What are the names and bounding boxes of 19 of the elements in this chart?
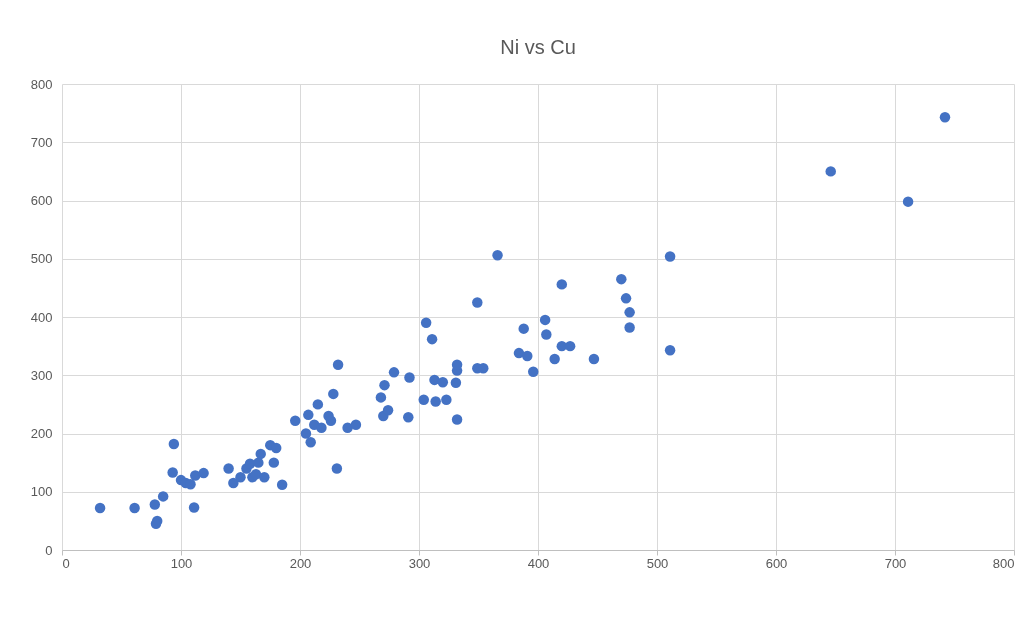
- y-tick-label: 700: [30, 134, 53, 150]
- x-tick-label: 500: [646, 555, 669, 571]
- x-tick-label: 300: [408, 555, 431, 571]
- x-tick-label: 0: [62, 555, 70, 571]
- y-tick-label: 100: [30, 484, 53, 500]
- y-tick-label: 300: [30, 367, 53, 383]
- y-tick-label: 0: [45, 542, 53, 558]
- y-tick-label: 400: [30, 309, 53, 325]
- y-tick-label: 800: [30, 76, 53, 92]
- x-tick-label: 800: [992, 555, 1015, 571]
- x-tick-label: 400: [527, 555, 550, 571]
- y-tick-label: 500: [30, 251, 53, 267]
- chart-title: Ni vs Cu: [500, 36, 576, 58]
- x-tick-label: 600: [765, 555, 788, 571]
- x-tick-label: 700: [884, 555, 907, 571]
- x-tick-label: 100: [170, 555, 193, 571]
- y-tick-label: 200: [30, 426, 53, 441]
- x-tick-label: 200: [289, 555, 312, 571]
- y-tick-label: 600: [30, 193, 53, 208]
